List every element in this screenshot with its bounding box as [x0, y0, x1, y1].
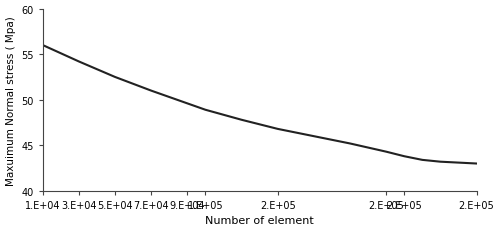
X-axis label: Number of element: Number of element	[205, 216, 314, 225]
Y-axis label: Maxuimum Normal stress ( Mpa): Maxuimum Normal stress ( Mpa)	[6, 16, 16, 185]
